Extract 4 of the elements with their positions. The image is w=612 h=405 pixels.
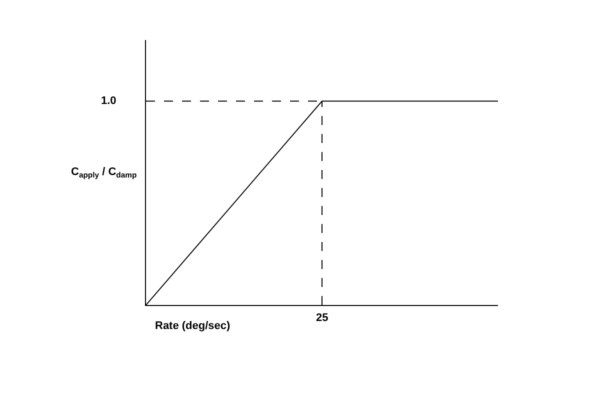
text: 1.0 (101, 95, 116, 107)
x-axis-title: Rate (deg/sec) (155, 320, 231, 332)
text: 25 (316, 312, 328, 324)
y-axis-title: C$_{apply}$ / C$_{damp}$ (71, 166, 137, 180)
